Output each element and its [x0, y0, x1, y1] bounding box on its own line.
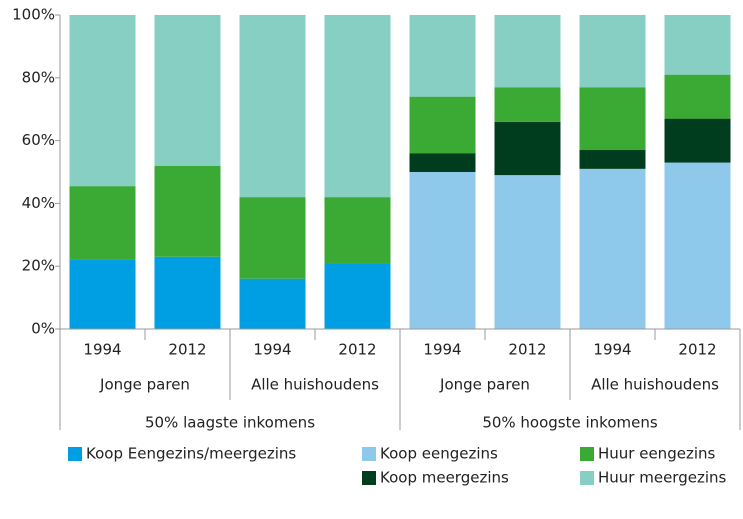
- x-tick-label: 2012: [168, 341, 206, 359]
- bar-segment: [664, 162, 731, 329]
- y-tick-label: 0%: [31, 320, 55, 338]
- x-tick-label: 1994: [253, 341, 291, 359]
- bar-segment: [579, 87, 646, 151]
- supergroup-label: 50% hoogste inkomens: [482, 414, 658, 432]
- bar-segment: [324, 197, 391, 264]
- x-tick-label: 1994: [83, 341, 121, 359]
- bar-segment: [324, 263, 391, 329]
- group-label: Alle huishoudens: [251, 376, 379, 394]
- bar-segment: [409, 15, 476, 97]
- bar-segment: [409, 153, 476, 172]
- legend-swatch: [68, 447, 82, 461]
- x-tick-label: 2012: [338, 341, 376, 359]
- legend-label: Huur meergezins: [598, 469, 726, 487]
- bar-segment: [324, 15, 391, 198]
- legend-label: Koop eengezins: [380, 445, 498, 463]
- legend-swatch: [580, 471, 594, 485]
- bar-segment: [579, 150, 646, 169]
- group-label: Alle huishoudens: [591, 376, 719, 394]
- bar-segment: [409, 172, 476, 329]
- y-tick-label: 60%: [22, 131, 55, 149]
- bar-segment: [69, 186, 136, 260]
- bar-segment: [154, 256, 221, 329]
- y-tick-label: 100%: [12, 6, 55, 24]
- bar-segment: [239, 15, 306, 198]
- x-tick-label: 1994: [423, 341, 461, 359]
- bar-segment: [69, 259, 136, 329]
- legend-label: Koop Eengezins/meergezins: [86, 445, 296, 463]
- bar-segment: [579, 15, 646, 88]
- bar-segment: [494, 87, 561, 122]
- bar-segment: [494, 121, 561, 176]
- supergroup-label: 50% laagste inkomens: [145, 414, 315, 432]
- legend-label: Koop meergezins: [380, 469, 509, 487]
- legend-label: Huur eengezins: [598, 445, 715, 463]
- y-tick-label: 40%: [22, 194, 55, 212]
- y-tick-label: 80%: [22, 68, 55, 86]
- bar-segment: [664, 118, 731, 163]
- bar-segment: [154, 165, 221, 257]
- bar-segment: [494, 15, 561, 88]
- group-label: Jonge paren: [439, 376, 530, 394]
- group-label: Jonge paren: [99, 376, 190, 394]
- bar-segment: [239, 197, 306, 279]
- bar-segment: [494, 175, 561, 329]
- bar-segment: [239, 278, 306, 329]
- bar-segment: [664, 15, 731, 75]
- y-tick-label: 20%: [22, 257, 55, 275]
- legend-swatch: [362, 447, 376, 461]
- bar-segment: [154, 15, 221, 166]
- bar-segment: [69, 15, 136, 187]
- bar-segment: [409, 96, 476, 154]
- legend-swatch: [362, 471, 376, 485]
- bar-segment: [579, 168, 646, 329]
- legend-swatch: [580, 447, 594, 461]
- x-tick-label: 1994: [593, 341, 631, 359]
- bar-segment: [664, 74, 731, 119]
- x-tick-label: 2012: [678, 341, 716, 359]
- x-tick-label: 2012: [508, 341, 546, 359]
